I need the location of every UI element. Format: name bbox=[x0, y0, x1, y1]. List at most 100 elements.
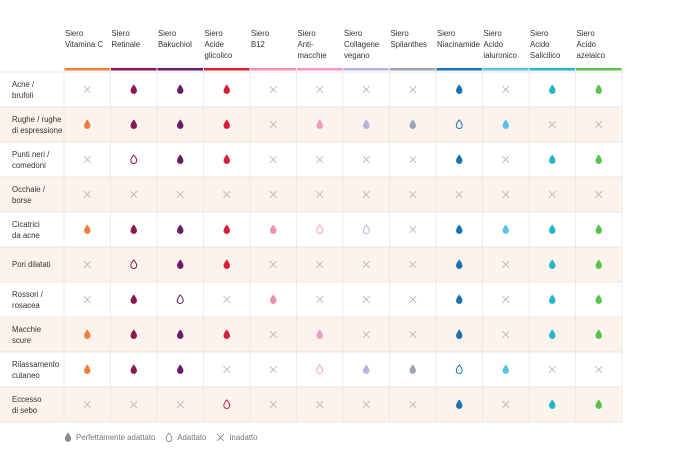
cross-mark bbox=[362, 155, 370, 164]
filled-drop-mark bbox=[549, 294, 556, 304]
column-header-label: B12 bbox=[251, 40, 265, 49]
row-label: di sebo bbox=[12, 405, 38, 415]
filled-drop-mark bbox=[456, 154, 463, 164]
cross-mark bbox=[316, 85, 324, 94]
cross-mark bbox=[455, 190, 463, 199]
column-header-label: Siero bbox=[437, 29, 456, 38]
filled-drop-mark bbox=[549, 329, 556, 339]
row-label: di espressione bbox=[12, 125, 63, 135]
cross-mark bbox=[223, 295, 231, 304]
row-label: rosacea bbox=[12, 300, 40, 310]
cross-icon bbox=[217, 433, 225, 441]
cross-mark bbox=[130, 400, 138, 409]
row-label: Rughe / rughe bbox=[12, 114, 62, 124]
column-header-label: Siero bbox=[204, 29, 223, 38]
column-color-bar bbox=[483, 68, 529, 71]
column-header-label: Siero bbox=[344, 29, 363, 38]
cross-mark bbox=[362, 85, 370, 94]
cross-mark bbox=[176, 400, 184, 409]
column-color-bar bbox=[297, 68, 343, 71]
cross-mark bbox=[223, 190, 231, 199]
filled-drop-mark bbox=[502, 224, 509, 234]
row-label: scure bbox=[12, 335, 32, 345]
filled-drop-mark bbox=[595, 294, 602, 304]
filled-drop-mark bbox=[130, 294, 137, 304]
filled-drop-mark bbox=[549, 259, 556, 269]
filled-drop-mark bbox=[130, 329, 137, 339]
cross-mark bbox=[362, 260, 370, 269]
column-header-label: Siero bbox=[297, 29, 316, 38]
column-color-bar bbox=[576, 68, 622, 71]
cross-mark bbox=[502, 295, 510, 304]
cross-mark bbox=[409, 295, 417, 304]
column-header-label: Siero bbox=[390, 29, 409, 38]
filled-drop-icon bbox=[64, 432, 72, 442]
column-color-bar bbox=[436, 68, 482, 71]
matrix-grid bbox=[0, 68, 623, 423]
outline-drop-mark bbox=[455, 119, 463, 129]
cross-mark bbox=[548, 120, 556, 129]
row-stripe bbox=[0, 177, 622, 212]
cross-mark bbox=[548, 365, 556, 374]
cross-mark bbox=[409, 190, 417, 199]
row-label: comedoni bbox=[12, 160, 46, 170]
filled-drop-mark bbox=[177, 119, 184, 129]
column-header-label: Siero bbox=[251, 29, 270, 38]
filled-drop-mark bbox=[223, 119, 230, 129]
row-label: borse bbox=[12, 195, 32, 205]
filled-drop-mark bbox=[177, 224, 184, 234]
filled-drop-mark bbox=[409, 119, 416, 129]
filled-drop-mark bbox=[316, 119, 323, 129]
row-label: Occhaie / bbox=[12, 184, 45, 194]
filled-drop-mark bbox=[595, 84, 602, 94]
filled-drop-mark bbox=[456, 294, 463, 304]
row-stripe bbox=[0, 387, 622, 422]
cross-mark bbox=[83, 260, 91, 269]
row-label: Rilassamento bbox=[12, 359, 60, 369]
cross-mark bbox=[362, 295, 370, 304]
cross-mark bbox=[502, 330, 510, 339]
cross-mark bbox=[362, 400, 370, 409]
column-color-bar bbox=[157, 68, 203, 71]
legend-item-unsuitable: Inadatto bbox=[216, 432, 258, 442]
cross-mark bbox=[548, 190, 556, 199]
filled-drop-mark bbox=[177, 364, 184, 374]
cross-mark bbox=[269, 155, 277, 164]
column-header-label: Anti- bbox=[297, 40, 314, 49]
cross-mark bbox=[130, 190, 138, 199]
cross-mark bbox=[269, 365, 277, 374]
cross-mark bbox=[223, 365, 231, 374]
cross-mark bbox=[176, 190, 184, 199]
row-label: Acne / bbox=[12, 79, 35, 89]
filled-drop-mark bbox=[223, 329, 230, 339]
row-label: Eccesso bbox=[12, 394, 42, 404]
outline-drop-mark bbox=[362, 224, 370, 234]
cross-mark bbox=[316, 260, 324, 269]
filled-drop-mark bbox=[270, 294, 277, 304]
filled-drop-mark bbox=[316, 329, 323, 339]
column-header-label: Acido bbox=[576, 40, 597, 49]
row-label: Cicatrici bbox=[12, 219, 40, 229]
legend-label-unsuitable: Inadatto bbox=[229, 432, 258, 442]
cross-mark bbox=[409, 330, 417, 339]
column-header-label: Siero bbox=[111, 29, 130, 38]
row-label: cutaneo bbox=[12, 370, 40, 380]
cross-mark bbox=[409, 225, 417, 234]
filled-drop-mark bbox=[223, 259, 230, 269]
cross-mark bbox=[83, 85, 91, 94]
filled-drop-mark bbox=[130, 84, 137, 94]
column-header-label: azelaico bbox=[576, 51, 606, 60]
legend-item-adapted: Adattato bbox=[165, 432, 206, 442]
filled-drop-mark bbox=[456, 84, 463, 94]
filled-drop-mark bbox=[456, 399, 463, 409]
filled-drop-mark bbox=[223, 154, 230, 164]
filled-drop-mark bbox=[270, 224, 277, 234]
filled-drop-mark bbox=[130, 364, 137, 374]
column-color-bar bbox=[343, 68, 389, 71]
column-header-label: vegano bbox=[344, 51, 370, 60]
row-label: da acne bbox=[12, 230, 40, 240]
cross-mark bbox=[83, 400, 91, 409]
outline-drop-mark bbox=[176, 294, 184, 304]
column-header-label: Salicilico bbox=[530, 51, 561, 60]
